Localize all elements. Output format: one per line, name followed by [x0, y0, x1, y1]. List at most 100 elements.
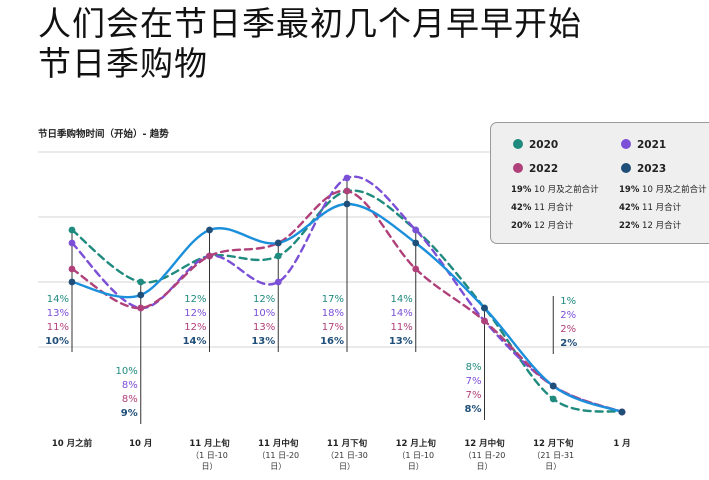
page-title-line-2: 节日季购物: [38, 44, 208, 83]
point-2021: [68, 239, 76, 247]
x-tick-sublabel: （11 日-20: [464, 451, 506, 460]
data-label-2023: 10%: [45, 336, 69, 347]
data-label-2023: 9%: [121, 408, 138, 419]
data-label-2020: 12%: [253, 294, 275, 305]
data-label-2021: 14%: [391, 308, 413, 319]
page-title: 人们会在节日季最初几个月早早开始 节日季购物: [38, 4, 582, 84]
point-2022: [481, 317, 488, 325]
x-tick-label: 10 月: [129, 439, 152, 449]
data-label-2022: 7%: [466, 390, 482, 401]
legend-item-2022: 2022: [513, 163, 558, 175]
point-2022: [68, 265, 76, 273]
data-label-2023: 8%: [465, 404, 482, 415]
data-label-2022: 13%: [253, 322, 275, 333]
data-label-2021: 18%: [322, 308, 344, 319]
data-label-2022: 11%: [391, 322, 413, 333]
data-label-2020: 17%: [322, 294, 344, 305]
legend-swatch-2021: [621, 139, 631, 149]
legend-note-2023-dec: 22% 12 月合计: [619, 221, 682, 231]
point-2020: [274, 252, 282, 260]
data-label-2022: 2%: [560, 324, 576, 335]
point-2022: [343, 187, 351, 195]
data-label-2023: 13%: [251, 336, 275, 347]
legend-note-2023-oct: 19% 10 月及之前合计: [619, 185, 707, 195]
legend-label-2023: 2023: [637, 163, 667, 175]
point-2023: [137, 291, 145, 299]
point-2023: [274, 239, 282, 247]
point-2022: [412, 265, 420, 273]
chart-legend: 2020 2021 2022 2023 19% 10 月及之前合计 19% 10…: [490, 122, 709, 244]
legend-label-2020: 2020: [529, 139, 559, 151]
data-label-2021: 10%: [253, 308, 275, 319]
data-label-2020: 12%: [184, 294, 206, 305]
x-tick-sublabel: 日）: [545, 462, 561, 471]
data-label-2022: 11%: [47, 322, 69, 333]
chart-data-labels: 14% 13% 11% 10% 10% 8% 8% 9% 12% 12% 12% 14% 12% 10% 1…: [45, 294, 577, 419]
legend-item-2023: 2023: [621, 163, 666, 175]
x-tick-sublabel: （11 日-20: [257, 451, 299, 460]
point-2022: [206, 252, 213, 260]
point-2023: [618, 408, 626, 416]
data-label-2023: 13%: [389, 336, 413, 347]
data-label-2020: 8%: [466, 362, 482, 373]
x-tick-sublabel: （1 日-10: [191, 451, 228, 460]
legend-swatch-2020: [513, 139, 523, 149]
legend-note-2022-oct: 19% 10 月及之前合计: [511, 185, 599, 195]
data-label-2021: 12%: [184, 308, 206, 319]
x-tick-sublabel: 日）: [270, 462, 286, 471]
point-2023: [343, 200, 351, 208]
legend-note-2022-dec: 20% 12 月合计: [511, 221, 574, 231]
chart-x-axis: 10 月之前 10 月 11 月上旬 （1 日-10 日） 11 月中旬 （11 日-20 日…: [52, 438, 631, 471]
point-2023: [68, 278, 76, 286]
point-2022: [137, 304, 145, 312]
x-tick-sublabel: （21 日-31: [532, 451, 574, 460]
data-label-2022: 17%: [322, 322, 344, 333]
legend-label-2022: 2022: [529, 163, 559, 175]
x-tick-label: 12 月中旬: [464, 438, 505, 449]
point-2020: [549, 395, 557, 403]
legend-note-2022-nov: 42% 11 月合计: [511, 203, 574, 213]
legend-item-2020: 2020: [513, 139, 558, 151]
data-label-2023: 16%: [320, 336, 344, 347]
chart-drop-lines: [71, 178, 554, 424]
data-label-2023: 2%: [560, 338, 577, 349]
page-title-line-1: 人们会在节日季最初几个月早早开始: [38, 4, 582, 43]
data-label-2020: 14%: [47, 294, 69, 305]
x-tick-label: 10 月之前: [52, 438, 93, 449]
x-tick-label: 1 月: [613, 439, 630, 449]
data-label-2023: 14%: [183, 336, 207, 347]
x-tick-sublabel: 日）: [477, 462, 493, 471]
x-tick-label: 12 月上旬: [396, 438, 437, 449]
chart-points: [68, 174, 626, 416]
x-tick-sublabel: （1 日-10: [397, 451, 434, 460]
x-tick-label: 12 月下旬: [533, 438, 574, 449]
x-tick-sublabel: 日）: [408, 462, 424, 471]
point-2021: [274, 278, 282, 286]
point-2023: [412, 239, 420, 247]
data-label-2021: 2%: [560, 310, 576, 321]
data-label-2021: 13%: [47, 308, 69, 319]
legend-note-2023-nov: 42% 11 月合计: [619, 203, 682, 213]
data-label-2020: 10%: [116, 366, 138, 377]
legend-swatch-2023: [621, 163, 631, 173]
point-2023: [549, 382, 557, 390]
legend-swatch-2022: [513, 163, 523, 173]
data-label-2021: 8%: [122, 380, 138, 391]
data-label-2022: 12%: [184, 322, 206, 333]
chart-title: 节日季购物时间（开始）- 趋势: [38, 129, 169, 140]
data-label-2020: 14%: [391, 294, 413, 305]
data-label-2021: 7%: [466, 376, 482, 387]
x-tick-sublabel: 日）: [339, 462, 355, 471]
legend-item-2021: 2021: [621, 139, 666, 151]
point-2021: [412, 226, 420, 234]
point-2023: [481, 304, 488, 312]
x-tick-label: 11 月上旬: [189, 438, 230, 449]
x-tick-sublabel: （21 日-30: [326, 451, 368, 460]
data-label-2020: 1%: [560, 296, 576, 307]
legend-label-2021: 2021: [637, 139, 667, 151]
point-2020: [68, 226, 76, 234]
x-tick-label: 11 月下旬: [327, 438, 368, 449]
x-tick-sublabel: 日）: [202, 462, 218, 471]
x-tick-label: 11 月中旬: [258, 438, 299, 449]
point-2021: [343, 174, 351, 182]
